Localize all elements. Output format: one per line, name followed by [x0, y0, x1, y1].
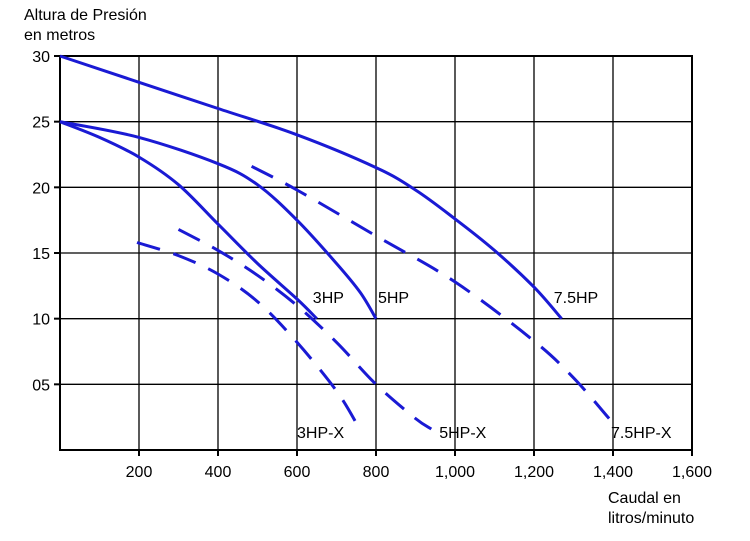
- series-line-7-5hp: [59, 54, 563, 320]
- series-line-3hp-x: [136, 241, 360, 428]
- y-tick-label: 15: [32, 246, 50, 263]
- series-line-5hp: [59, 120, 378, 320]
- series-label-3hp-x: 3HP-X: [297, 425, 344, 442]
- x-tick-label: 400: [205, 464, 232, 481]
- series-label-3hp: 3HP: [313, 290, 344, 307]
- series-label-5hp: 5HP: [378, 290, 409, 307]
- x-axis-title-line-2: litros/minuto: [608, 510, 695, 527]
- series-line-7-5hp-x: [250, 164, 611, 420]
- y-tick-label: 30: [32, 49, 50, 66]
- series-line-5hp-x: [177, 228, 433, 431]
- x-axis-title-line-1: Caudal en: [608, 490, 681, 507]
- y-axis-title-line-2: en metros: [24, 27, 96, 44]
- series-label-7-5hp-x: 7.5HP-X: [611, 425, 672, 442]
- x-tick-label: 800: [363, 464, 390, 481]
- x-tick-label: 1,000: [435, 464, 475, 481]
- series-line-3hp: [59, 120, 318, 320]
- y-tick-label: 25: [32, 115, 50, 132]
- x-tick-label: 1,600: [672, 464, 712, 481]
- x-tick-label: 1,200: [514, 464, 554, 481]
- x-tick-label: 1,400: [593, 464, 633, 481]
- y-axis-title: Altura de Presión en metros: [24, 6, 147, 46]
- y-tick-label: 10: [32, 312, 50, 329]
- y-tick-label: 05: [32, 377, 50, 394]
- series-label-7-5hp: 7.5HP: [554, 290, 598, 307]
- x-axis-title: Caudal en litros/minuto: [608, 489, 694, 529]
- y-axis-title-line-1: Altura de Presión: [24, 7, 147, 24]
- x-tick-label: 600: [284, 464, 311, 481]
- x-tick-label: 200: [126, 464, 153, 481]
- y-tick-label: 20: [32, 180, 50, 197]
- series-label-5hp-x: 5HP-X: [439, 425, 486, 442]
